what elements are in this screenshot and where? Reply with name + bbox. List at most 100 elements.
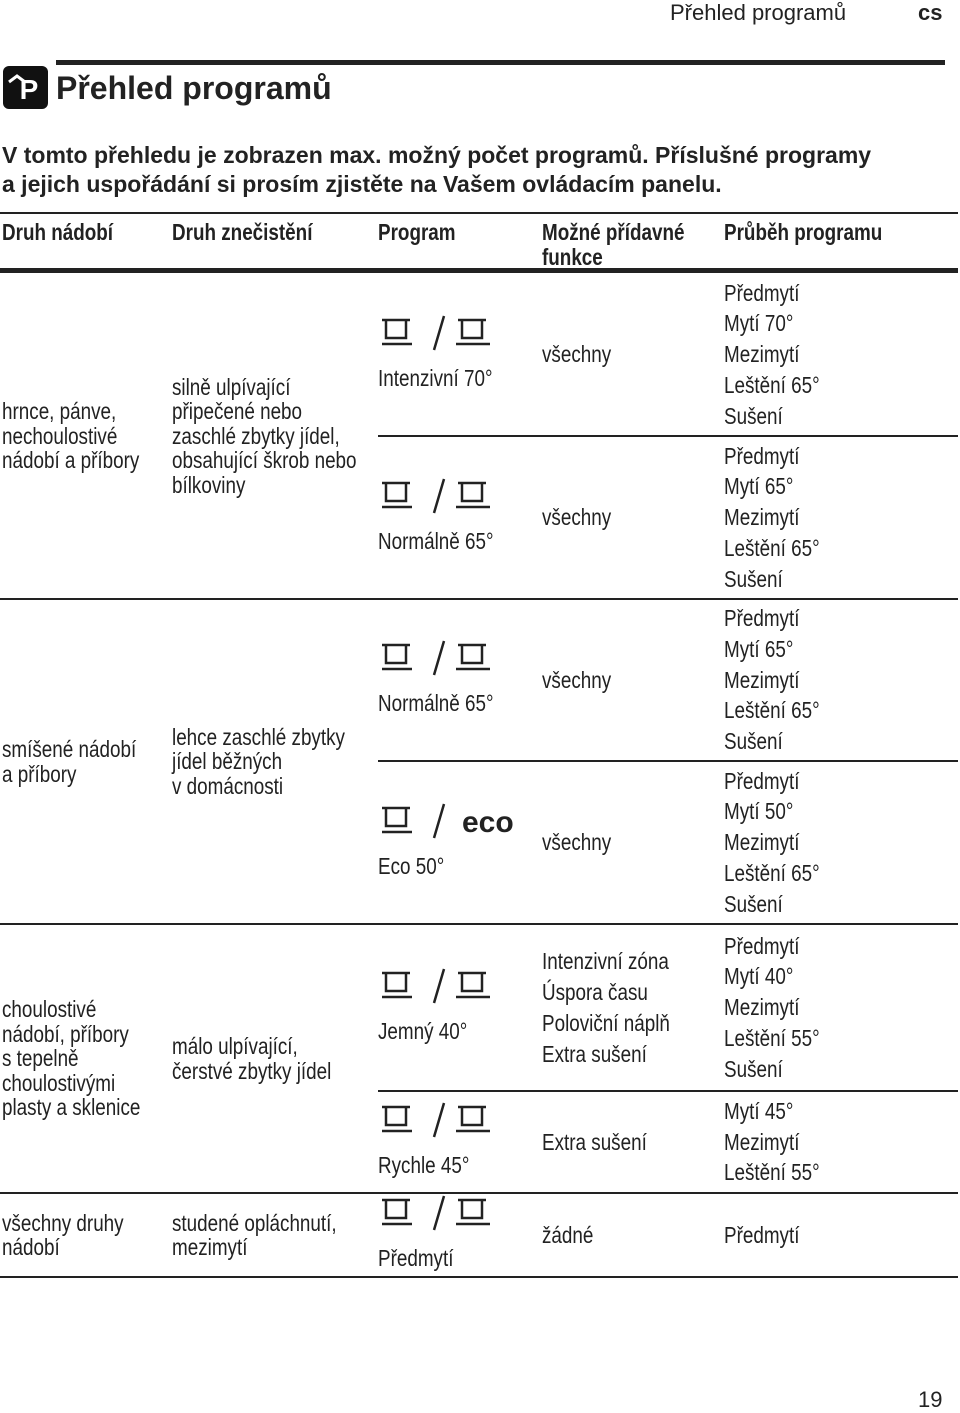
program-name: Normálně 65°: [378, 690, 494, 716]
soil: silně ulpívající: [172, 373, 291, 400]
column-header: funkce: [542, 244, 603, 270]
program-icon: [382, 1102, 490, 1138]
program-icon: [382, 1195, 490, 1231]
program-name: Rychle 45°: [378, 1152, 470, 1178]
function: všechny: [542, 504, 612, 530]
rule: [0, 598, 958, 600]
program-name: Eco 50°: [378, 852, 445, 879]
dishes: nechoulostivé: [2, 422, 118, 449]
dishes: všechny druhy: [2, 1209, 124, 1236]
soil: připečené nebo: [172, 398, 303, 425]
step: Mytí 65°: [724, 635, 794, 662]
intro-line: V tomto přehledu je zobrazen max. možný …: [2, 142, 872, 168]
step: Sušení: [724, 890, 783, 917]
function: všechny: [542, 666, 612, 693]
soil: obsahující škrob nebo: [172, 447, 357, 474]
soil: bílkoviny: [172, 471, 246, 498]
step: Mytí 40°: [724, 963, 794, 990]
dishes: plasty a sklenice: [2, 1094, 141, 1121]
dishes: nádobí, příbory: [2, 1020, 129, 1047]
dishes: choulostivými: [2, 1069, 116, 1096]
step: Předmytí: [724, 442, 800, 469]
function: Poloviční náplň: [542, 1009, 670, 1036]
function: Extra sušení: [542, 1040, 647, 1067]
step: Leštění 65°: [724, 534, 820, 561]
step: Leštění 55°: [724, 1024, 820, 1051]
program-name: Předmytí: [378, 1245, 454, 1271]
rule: [0, 1276, 958, 1278]
step: Mezimytí: [724, 1128, 800, 1155]
function: všechny: [542, 341, 612, 367]
section-name: Přehled programů: [670, 0, 847, 25]
column-header: Průběh programu: [724, 219, 883, 245]
step: Mezimytí: [724, 666, 800, 693]
function: Úspora času: [542, 978, 648, 1005]
soil: lehce zaschlé zbytky: [172, 723, 345, 750]
soil: jídel běžných: [172, 748, 283, 775]
program-name: Normálně 65°: [378, 527, 494, 554]
column-header: Možné přídavné: [542, 219, 685, 245]
dishes: choulostivé: [2, 996, 97, 1023]
dishes: a příbory: [2, 760, 77, 787]
program-icon: [382, 640, 490, 676]
soil: v domácnosti: [172, 772, 284, 799]
rule: [378, 760, 958, 762]
function: Extra sušení: [542, 1128, 647, 1155]
rule: [378, 435, 958, 437]
dishes: nádobí a příbory: [2, 447, 140, 474]
dishes: hrnce, pánve,: [2, 398, 117, 425]
step: Mezimytí: [724, 994, 800, 1021]
program-icon: [382, 315, 490, 350]
step: Mytí 45°: [724, 1097, 794, 1124]
step: Leštění 65°: [724, 859, 820, 886]
language: cs: [918, 0, 943, 25]
program-name: Intenzivní 70°: [378, 364, 493, 391]
step: Sušení: [724, 402, 783, 429]
soil: málo ulpívající,: [172, 1033, 298, 1059]
function: žádné: [542, 1221, 594, 1248]
rule: [0, 923, 958, 925]
step: Předmytí: [724, 1221, 800, 1248]
program-name: Jemný 40°: [378, 1017, 468, 1044]
step: Leštění 55°: [724, 1159, 820, 1186]
step: Předmytí: [724, 767, 800, 794]
program-icon: [382, 968, 490, 1003]
intro-line: a jejich uspořádání si prosím zjistěte n…: [2, 171, 722, 197]
step: Mezimytí: [724, 341, 800, 368]
step: Předmytí: [724, 932, 800, 959]
icon-label: eco: [462, 806, 514, 839]
dishes: nádobí: [2, 1234, 60, 1260]
step: Leštění 65°: [724, 371, 820, 398]
step: Mytí 50°: [724, 798, 794, 825]
function: Intenzivní zóna: [542, 947, 669, 974]
page-number: 19: [918, 1387, 943, 1412]
column-header: Druh nádobí: [2, 219, 114, 245]
rule: [0, 268, 958, 273]
step: Sušení: [724, 565, 783, 592]
soil: studené opláchnutí,: [172, 1209, 337, 1236]
program-icon: eco: [382, 803, 514, 839]
rule: [378, 1090, 958, 1092]
column-header: Program: [378, 219, 456, 245]
column-header: Druh znečistění: [172, 219, 313, 245]
title: Přehled programů: [56, 70, 332, 106]
step: Mytí 70°: [724, 310, 794, 337]
header-rule: [56, 60, 945, 65]
step: Předmytí: [724, 605, 800, 632]
soil: mezimytí: [172, 1234, 248, 1260]
step: Předmytí: [724, 279, 800, 306]
rule: [0, 212, 958, 214]
function: všechny: [542, 829, 612, 855]
soil: zaschlé zbytky jídel,: [172, 422, 340, 449]
dishes: s tepelně: [2, 1045, 79, 1072]
program-icon: [382, 478, 490, 513]
step: Sušení: [724, 728, 783, 755]
dishes: smíšené nádobí: [2, 736, 137, 762]
rule: [0, 1192, 958, 1194]
soil: čerstvé zbytky jídel: [172, 1057, 332, 1084]
step: Sušení: [724, 1055, 783, 1082]
step: Mytí 65°: [724, 473, 794, 500]
step: Leštění 65°: [724, 697, 820, 724]
step: Mezimytí: [724, 504, 800, 531]
